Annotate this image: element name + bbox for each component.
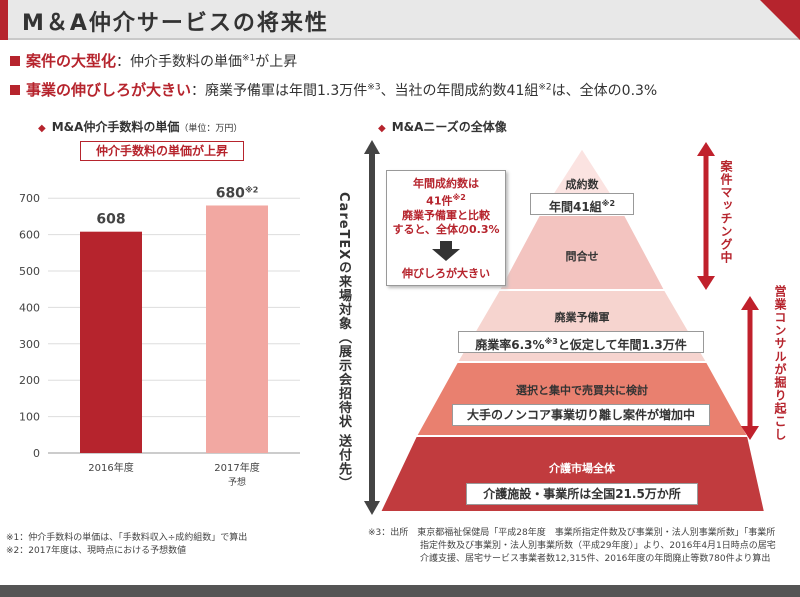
matching-label: 案件マッチング中 [719,160,733,264]
bullet-2: 事業の伸びしろが大きい：廃業予備軍は年間1.3万件※3、当社の年間成約数41組※… [10,79,657,100]
x-tick-label: 2017年度 [214,461,259,474]
down-arrow-icon [432,248,460,261]
callout-line-2: 41件※2 [426,193,466,208]
tier-5-label: 介護市場全体 [549,462,615,475]
title-accent [0,0,8,40]
tier-4-label: 選択と集中で売買共に検討 [516,384,648,397]
bullet-1-sup: ※1 [242,53,256,64]
left-section-heading: ◆ M&A仲介手数料の単価（単位：万円） [38,118,242,135]
bullet-square-icon [10,56,20,66]
right-section-heading: ◆ M&Aニーズの全体像 [378,118,507,135]
bullet-2-sup2: ※2 [538,82,552,93]
tier-5-box: 介護施設・事業所は全国21.5万か所 [466,483,698,505]
bullet-2-text: 廃業予備軍は年間1.3万件 [205,83,368,99]
right-footnote: ※3：出所 東京都福祉保健局「平成28年度 事業所指定件数及び事業別・法人別事業… [368,527,776,566]
bullet-2-tail2: は、全体の0.3% [551,83,658,99]
y-tick-label: 400 [19,301,40,314]
callout-line-5: 伸びしろが大きい [402,266,490,280]
footnote-2: ※2：2017年度は、現時点における予想数値 [6,546,187,556]
matching-arrow-up-icon [697,142,715,156]
bullet-2-sep: ： [191,83,206,99]
bullet-2-highlight: 事業の伸びしろが大きい [26,81,192,99]
tier-1-box: 年間41組※2 [530,193,634,215]
left-heading-unit: （単位：万円） [179,124,243,134]
bullet-2-tail: 、当社の年間成約数41組 [380,83,539,99]
consulting-label: 営業コンサルが掘り起こし [773,285,787,441]
footnote-3-line-2: 指定件数及び事業別・法人別事業所数（平成29年度）」より、2016年4月1日時点… [420,541,776,551]
corner-decoration [760,0,800,40]
y-tick-label: 100 [19,411,40,424]
page-title: M＆A仲介サービスの将来性 [22,11,329,36]
y-tick-label: 600 [19,229,40,242]
y-tick-label: 0 [33,447,40,460]
bullet-1-sep: ： [116,54,131,70]
bottom-bar [0,585,800,597]
bar-value-label: 608 [96,212,125,228]
x-tick-sublabel: 予想 [228,476,246,488]
bullet-square-icon [10,85,20,95]
caretex-target-label: CareTEXの来場対象（展示会招待状 送付先） [336,192,351,490]
diamond-icon: ◆ [378,123,386,134]
tier-3-box: 廃業率6.3%※3と仮定して年間1.3万件 [458,331,704,353]
callout-line-3: 廃業予備軍と比較 [402,208,490,222]
bar-value-sup: ※2 [245,184,258,194]
y-tick-label: 500 [19,265,40,278]
footnote-1: ※1：仲介手数料の単価は、「手数料収入÷成約組数」で算出 [6,533,248,543]
left-footnotes: ※1：仲介手数料の単価は、「手数料収入÷成約組数」で算出 ※2：2017年度は、… [6,532,247,558]
bullet-1: 案件の大型化：仲介手数料の単価※1が上昇 [10,50,297,71]
bullet-2-sup: ※3 [367,82,381,93]
footnote-3-line-3: 介護支援、居宅サービス事業者数12,315件、2016年度の年間廃止等数780件… [420,554,771,564]
footnote-3-line-1: ※3：出所 東京都福祉保健局「平成28年度 事業所指定件数及び事業別・法人別事業… [368,528,776,538]
bar [80,231,142,453]
x-tick-label: 2016年度 [88,461,133,474]
left-range-arrow-up-icon [364,140,380,154]
bullet-1-highlight: 案件の大型化 [26,52,117,70]
y-tick-label: 300 [19,338,40,351]
right-heading-text: M&Aニーズの全体像 [391,120,507,134]
unit-price-badge: 仲介手数料の単価が上昇 [80,141,244,161]
tier-4-box: 大手のノンコア事業切り離し案件が増加中 [452,404,710,426]
left-heading-text: M&A仲介手数料の単価 [51,120,180,134]
down-arrow-stem [440,240,452,249]
tier-1-label: 成約数 [565,178,599,191]
callout-line-4: すると、全体の0.3% [392,222,500,236]
title-bar: M＆A仲介サービスの将来性 [0,0,800,40]
consulting-arrow-up-icon [741,296,759,310]
consulting-arrow-down-icon [741,426,759,440]
tier-2-label: 問合せ [565,250,599,263]
bar-value-label: 680※2 [216,184,259,201]
tier-3-label: 廃業予備軍 [554,311,610,324]
growth-callout: 年間成約数は 41件※2 廃業予備軍と比較 すると、全体の0.3% 伸びしろが大… [386,170,506,286]
callout-line-1: 年間成約数は [413,177,479,190]
left-range-arrow-down-icon [364,501,380,515]
y-tick-label: 200 [19,374,40,387]
y-tick-label: 700 [19,192,40,205]
bar-chart: 0 100 200 300 400 500 600 700 608 2016年度 680※2 2017… [19,184,300,488]
matching-arrow-down-icon [697,276,715,290]
diamond-icon: ◆ [38,123,46,134]
bullet-1-text: 仲介手数料の単価 [130,54,243,70]
bullet-1-tail: が上昇 [255,54,298,70]
bar [206,205,268,453]
